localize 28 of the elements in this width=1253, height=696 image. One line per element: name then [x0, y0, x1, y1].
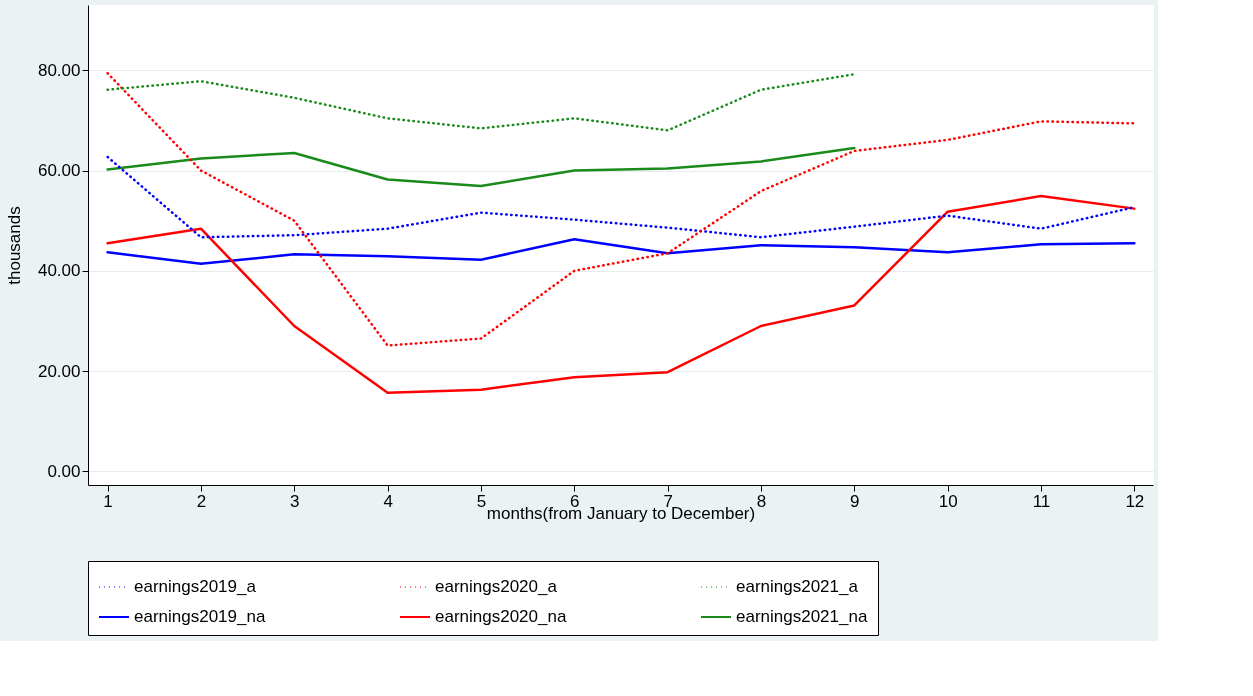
x-tick-label: 2 — [196, 491, 207, 511]
x-tick-label: 7 — [663, 491, 673, 511]
legend-label: earnings2020_na — [435, 607, 567, 626]
y-axis-title: thousands — [4, 206, 24, 285]
legend-label: earnings2021_na — [736, 607, 868, 626]
y-tick-label: 40.00 — [37, 261, 81, 281]
x-tick-label: 5 — [476, 491, 487, 511]
x-tick-label: 8 — [756, 491, 767, 511]
legend-label: earnings2021_a — [736, 577, 859, 596]
y-tick-label: 80.00 — [37, 60, 81, 80]
x-tick-label: 12 — [1125, 491, 1145, 511]
line-series — [106, 194, 1136, 394]
legend-label: earnings2020_a — [435, 577, 558, 596]
y-tick-label: 20.00 — [37, 361, 81, 381]
legend-label: earnings2019_a — [134, 577, 257, 596]
x-tick-label: 3 — [290, 491, 300, 511]
x-tick-label: 9 — [850, 491, 860, 511]
y-tick-label: 0.00 — [47, 461, 81, 481]
line-series — [106, 71, 1136, 347]
x-tick-label: 1 — [103, 491, 113, 511]
x-tick-label: 4 — [383, 491, 393, 511]
line-series — [106, 237, 1136, 266]
line-series — [106, 146, 856, 188]
x-tick-label: 10 — [938, 491, 958, 511]
line-series — [106, 72, 856, 132]
x-tick-label: 11 — [1032, 491, 1051, 511]
legend-label: earnings2019_na — [134, 607, 266, 626]
y-tick-label: 60.00 — [37, 161, 81, 181]
